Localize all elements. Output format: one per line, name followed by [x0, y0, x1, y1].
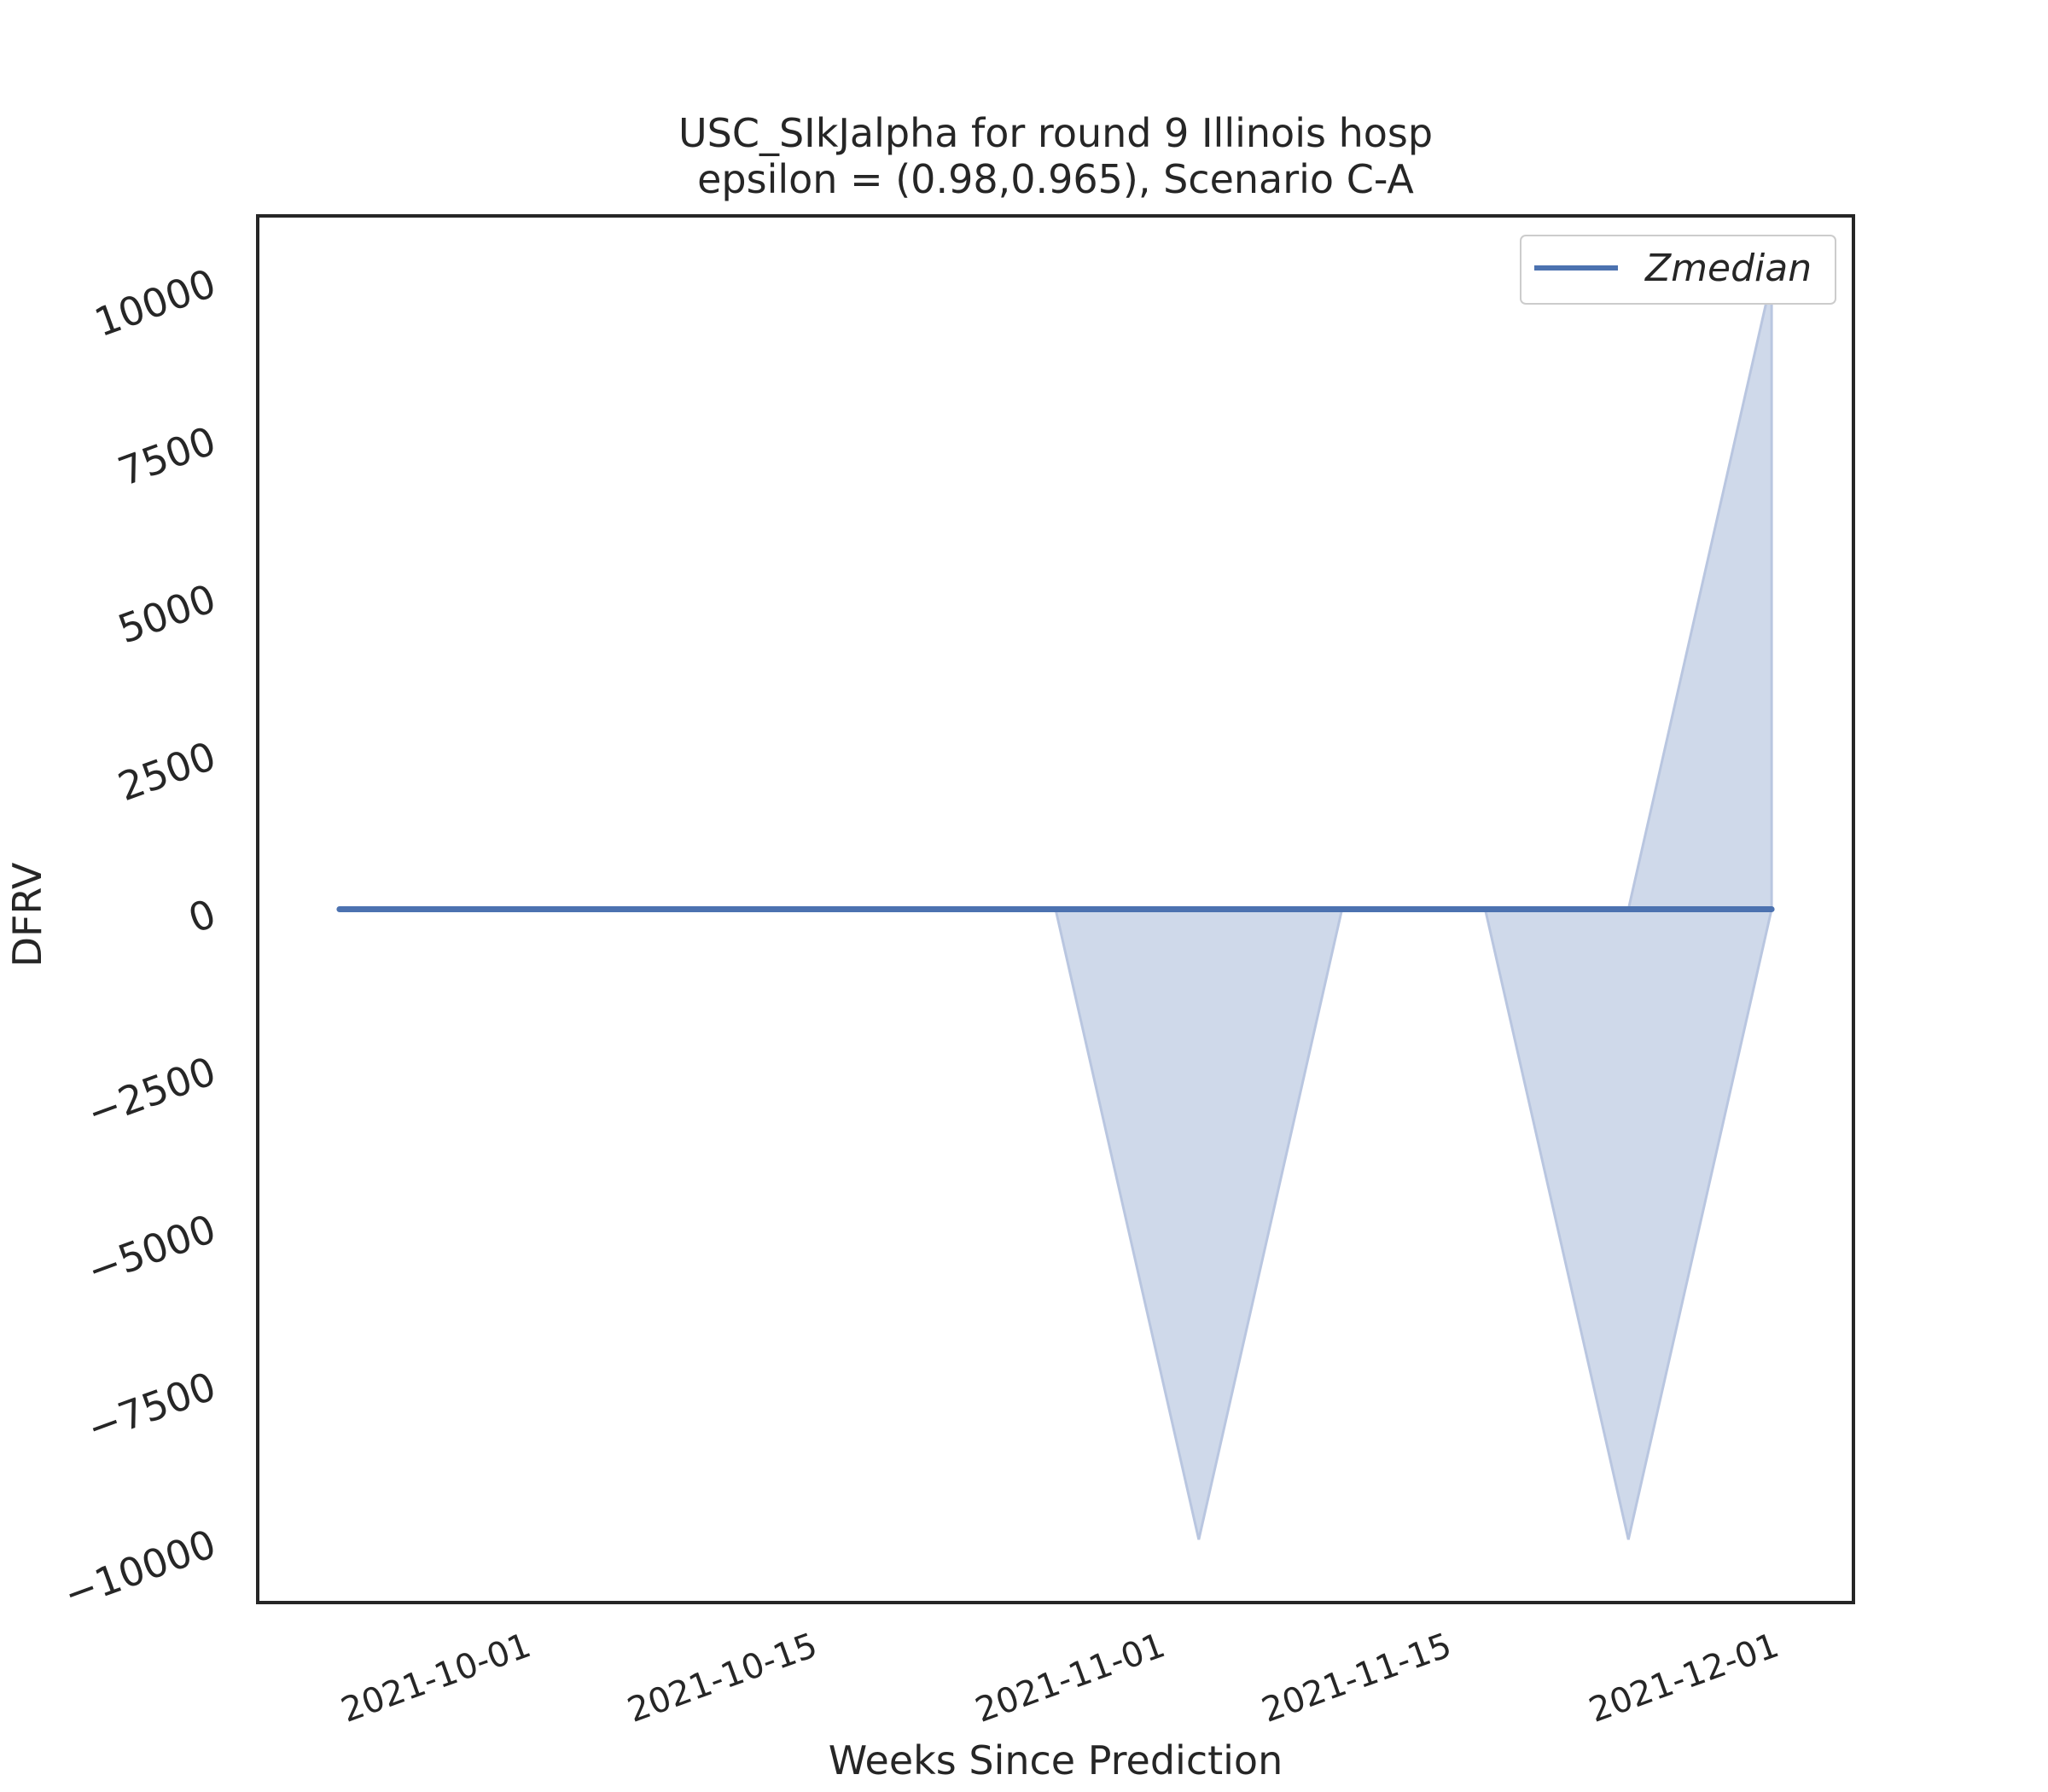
data-point-zmedian	[337, 907, 341, 911]
y-tick-label: 0	[183, 890, 222, 942]
plot-frame	[256, 214, 1855, 1604]
legend-label-zmedian: Zmedian	[1644, 247, 1812, 290]
data-point-zmedian	[1483, 907, 1487, 911]
data-point-zmedian	[1770, 907, 1774, 911]
x-axis-label: Weeks Since Prediction	[829, 1737, 1283, 1783]
y-tick-label: 7500	[112, 417, 221, 495]
data-point-zmedian	[1054, 907, 1057, 911]
data-point-zmedian	[767, 907, 771, 911]
legend: Zmedian	[1520, 235, 1836, 305]
y-tick-label: 10000	[89, 259, 222, 346]
x-tick-label: 2021-11-01	[970, 1626, 1170, 1731]
x-tick-label: 2021-11-15	[1257, 1626, 1457, 1731]
data-point-zmedian	[1626, 907, 1631, 911]
plot-area: 10000 7500 5000 2500 0 −2500 −5000 −7500 −10000 2…	[58, 214, 1855, 1731]
data-point-zmedian	[624, 907, 628, 911]
y-tick-label: −2500	[81, 1048, 222, 1137]
x-tick-label: 2021-10-01	[336, 1626, 536, 1731]
y-tick-label: 2500	[112, 732, 221, 810]
data-point-zmedian	[911, 907, 915, 911]
y-tick-label: −7500	[81, 1363, 222, 1452]
y-tick-label: 5000	[112, 575, 221, 653]
chart-subtitle: epsilon = (0.98,0.965), Scenario C-A	[697, 156, 1414, 202]
data-point-zmedian	[1196, 907, 1201, 911]
y-tick-label: −10000	[58, 1521, 222, 1618]
legend-box	[1520, 235, 1836, 305]
y-tick-label: −5000	[81, 1205, 222, 1294]
y-axis-label: DFRV	[4, 862, 50, 967]
data-point-zmedian	[1340, 907, 1344, 911]
x-tick-label: 2021-12-01	[1584, 1626, 1783, 1731]
x-tick-label: 2021-10-15	[623, 1626, 823, 1731]
chart-title: USC_SIkJalpha for round 9 Illinois hosp	[678, 110, 1433, 156]
data-point-zmedian	[480, 907, 485, 911]
